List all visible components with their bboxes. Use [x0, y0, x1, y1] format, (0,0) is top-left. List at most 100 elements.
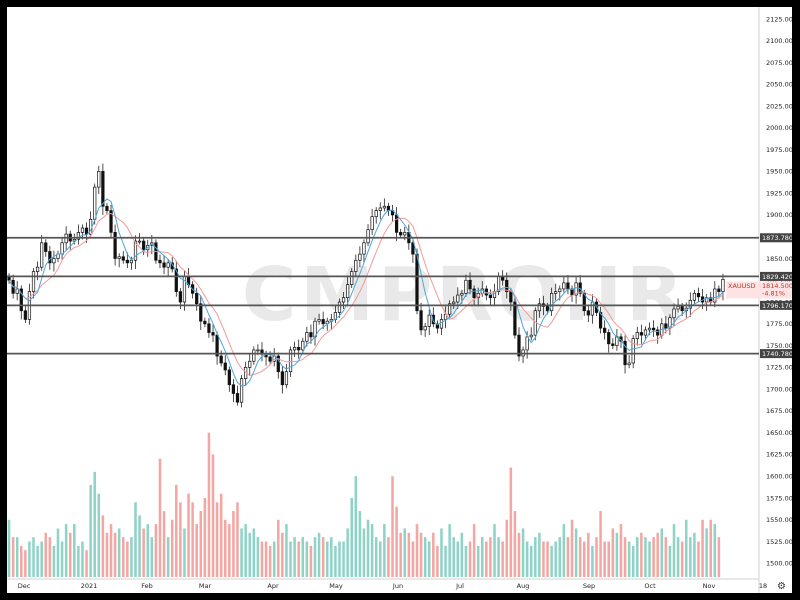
moving-average-line — [8, 198, 724, 387]
candle-body — [280, 371, 284, 386]
candle-body — [354, 259, 358, 272]
volume-bar — [325, 541, 329, 577]
price-tick-label: 2100.000 — [766, 37, 792, 45]
volume-bar — [664, 537, 668, 577]
last-price-label: 1814.500 — [762, 282, 792, 290]
volume-bar — [701, 519, 704, 577]
volume-bar — [223, 519, 227, 577]
volume-bar — [403, 528, 407, 577]
volume-bar — [423, 537, 427, 577]
volume-bar — [342, 541, 345, 577]
volume-bar — [705, 528, 708, 577]
volume-bar — [252, 528, 256, 577]
symbol-label: XAUUSD — [728, 282, 756, 290]
time-tick-label: Oct — [644, 582, 656, 590]
volume-bar — [81, 541, 84, 577]
volume-bar — [146, 524, 150, 577]
price-axis[interactable]: 1500.000 1525.000 1550.000 1575.000 1600.000… — [758, 7, 792, 593]
volume-bar — [117, 528, 121, 577]
volume-bar — [554, 541, 557, 577]
volume-bar — [142, 528, 145, 577]
candle-body — [574, 282, 578, 296]
candle-body — [468, 279, 472, 290]
time-axis[interactable]: Dec 2021 Feb Mar Apr May Jun Jul Aug Sep Oct Nov 18 — [7, 578, 767, 590]
candle-body — [305, 332, 309, 342]
volume-bar — [48, 537, 52, 577]
volume-bar — [89, 484, 92, 577]
volume-bar — [697, 541, 700, 577]
candle-body — [235, 393, 240, 403]
volume-bar — [521, 528, 525, 577]
price-tick-label: 2125.000 — [766, 15, 792, 23]
volume-bar — [623, 537, 627, 577]
candle-body — [586, 310, 590, 316]
volume-bar — [354, 476, 358, 577]
volume-bar — [652, 537, 655, 577]
price-tick-label: 2025.000 — [766, 102, 792, 110]
price-tick-label: 1525.000 — [766, 538, 792, 546]
candle-body — [297, 346, 301, 351]
volume-bar — [24, 550, 27, 577]
candle-body — [317, 319, 321, 322]
candle-body — [211, 332, 215, 336]
volume-bar — [297, 541, 300, 577]
candle-body — [431, 314, 435, 325]
volume-bar — [313, 537, 317, 577]
volume-bar — [615, 532, 619, 577]
volume-bar — [460, 532, 464, 577]
time-tick-label: 2021 — [81, 582, 98, 590]
level-tag — [760, 271, 792, 281]
candle-body — [215, 334, 219, 357]
candle-body — [529, 334, 533, 338]
volume-bar — [73, 524, 76, 577]
candle-body — [97, 171, 101, 188]
candle-body — [341, 297, 346, 303]
volume-bar — [166, 537, 170, 577]
price-tick-label: 1650.000 — [766, 429, 792, 437]
volume-bar — [305, 541, 309, 577]
volume-bar — [346, 528, 349, 577]
volume-bar — [574, 528, 578, 577]
price-tick-label: 1725.000 — [766, 364, 792, 372]
volume-bar — [501, 541, 504, 577]
candle-body — [651, 327, 656, 331]
candle-body — [419, 310, 423, 331]
volume-bar — [452, 537, 455, 577]
volume-bar — [374, 537, 378, 577]
support-resistance-levels[interactable] — [7, 236, 759, 355]
gear-icon[interactable]: ⚙ — [777, 581, 786, 592]
volume-bar — [64, 524, 68, 577]
volume-bar — [387, 537, 390, 577]
volume-bar — [497, 537, 500, 577]
volume-bar — [587, 532, 590, 577]
candle-body — [607, 332, 611, 345]
volume-bar — [391, 476, 394, 577]
moving-average-fast — [8, 198, 724, 387]
candle-body — [117, 256, 121, 259]
chart-frame: 1500.000 1525.000 1550.000 1575.000 1600.000… — [7, 7, 792, 593]
volume-bar — [627, 541, 631, 577]
price-tick-label: 1900.000 — [766, 211, 792, 219]
volume-bar — [122, 537, 125, 577]
price-tick-label: 1850.000 — [766, 255, 792, 263]
volume-bar — [509, 467, 513, 577]
volume-bar — [640, 532, 643, 577]
candle-body — [60, 242, 64, 255]
volume-bar — [334, 545, 337, 577]
volume-bar — [693, 532, 696, 577]
volume-bar — [317, 532, 321, 577]
candle-body — [207, 323, 211, 333]
volume-bar — [150, 537, 154, 577]
volume-bar — [550, 545, 553, 577]
price-tick-label: 1550.000 — [766, 516, 792, 524]
volume-bar — [309, 545, 313, 577]
volume-bar — [52, 545, 56, 577]
candle-body — [370, 216, 374, 231]
volume-bar — [256, 537, 260, 577]
price-tick-label: 1500.000 — [766, 560, 792, 568]
candle-body — [362, 242, 366, 255]
candle-body — [256, 349, 260, 352]
volume-bar — [93, 471, 96, 577]
candle-body — [672, 308, 676, 319]
candlestick-chart[interactable]: 1500.000 1525.000 1550.000 1575.000 1600.000… — [7, 7, 792, 593]
